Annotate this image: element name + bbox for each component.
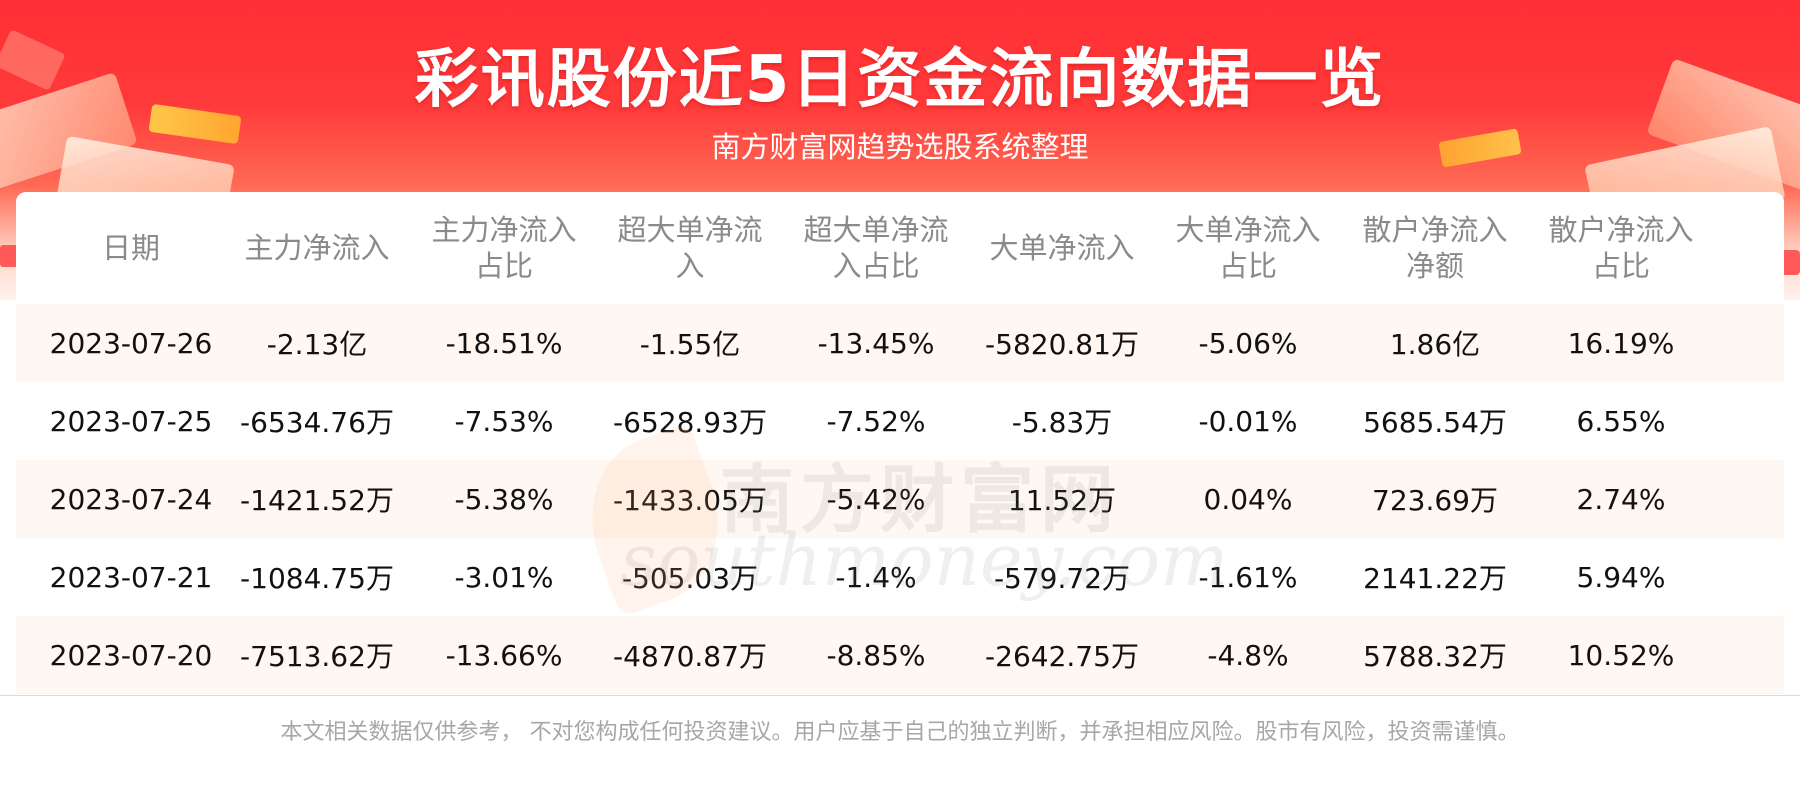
disclaimer-text: 本文相关数据仅供参考， 不对您构成任何投资建议。用户应基于自己的独立判断，并承担… [280,720,1520,745]
cell-retail-net-inflow: 1.86亿 [1389,328,1481,361]
table-header: 日期 主力净流入 主力净流入 占比 超大单净流 入超大单净流 入占比 大单净流入 大单净流… [16,192,1784,304]
cell-large-net-inflow-ratio: -1.61% [1198,560,1298,594]
cell-super-large-net-inflow-ratio: -1.4% [835,560,917,594]
table-row: 2023-07-20 -7513.62万 -13.66% -4870.87万 -8.85… [16,616,1784,694]
table-row: 2023-07-24 -1421.52万 -5.38% -1433.05万 -5.42%… [16,460,1784,538]
cell-super-large-net-inflow: -6528.93万 [613,406,767,439]
cell-date: 2023-07-24 [49,482,213,516]
cell-date: 2023-07-26 [49,326,213,360]
footer-divider [0,695,1800,696]
cell-super-large-net-inflow-ratio: -7.52% [826,404,926,438]
data-table-card: 日期 主力净流入 主力净流入 占比 超大单净流 入超大单净流 入占比 大单净流入 大单净流… [16,192,1784,694]
column-header-main-net-inflow-ratio: 主力净流入 占比 [431,213,577,283]
cell-main-net-inflow: -7513.62万 [240,640,394,673]
cell-main-net-inflow: -1084.75万 [240,562,394,595]
table-row: 2023-07-25 -6534.76万 -7.53% -6528.93万 -7.52%… [16,382,1784,460]
column-header-main-net-inflow: 主力净流入 [244,231,390,265]
cell-super-large-net-inflow-ratio: -8.85% [826,638,926,672]
cell-main-net-inflow-ratio: -5.38% [454,482,554,516]
cell-main-net-inflow: -6534.76万 [240,406,394,439]
cell-retail-net-inflow: 5685.54万 [1363,406,1507,439]
cell-large-net-inflow-ratio: -0.01% [1198,404,1298,438]
table-row: 2023-07-26 -2.13亿 -18.51% -1.55亿 -13.45% -582… [16,304,1784,382]
column-header-date: 日期 [101,231,160,265]
column-header-retail-net-inflow-ratio: 散户净流入 占比 [1548,213,1694,283]
cell-large-net-inflow-ratio: -4.8% [1207,638,1289,672]
cell-date: 2023-07-20 [49,638,213,672]
cell-main-net-inflow-ratio: -3.01% [454,560,554,594]
cell-retail-net-inflow: 723.69万 [1372,484,1498,517]
cell-date: 2023-07-25 [49,404,213,438]
cell-main-net-inflow-ratio: -13.66% [445,638,563,672]
cell-retail-net-inflow-ratio: 6.55% [1576,404,1666,438]
cell-large-net-inflow-ratio: 0.04% [1203,482,1293,516]
cell-super-large-net-inflow: -505.03万 [621,562,759,595]
cell-retail-net-inflow-ratio: 10.52% [1567,638,1675,672]
cell-super-large-net-inflow: -4870.87万 [613,640,767,673]
cell-large-net-inflow: -5820.81万 [985,328,1139,361]
cell-retail-net-inflow: 5788.32万 [1363,640,1507,673]
cell-large-net-inflow: -2642.75万 [985,640,1139,673]
cell-retail-net-inflow: 2141.22万 [1363,562,1507,595]
page-subtitle: 南方财富网趋势选股系统整理 [711,130,1089,164]
cell-main-net-inflow-ratio: -7.53% [454,404,554,438]
cell-super-large-net-inflow-ratio: -13.45% [817,326,935,360]
column-header-retail-net-inflow: 散户净流入 净额 [1362,213,1508,283]
column-header-super-large-net-inflow-ratio: 超大单净流 入占比 [803,213,949,283]
cell-super-large-net-inflow-ratio: -5.42% [826,482,926,516]
cell-date: 2023-07-21 [49,560,213,594]
cell-retail-net-inflow-ratio: 16.19% [1567,326,1675,360]
page-title: 彩讯股份近5日资金流向数据一览 [414,43,1386,117]
cell-large-net-inflow: -5.83万 [1011,406,1113,439]
cell-main-net-inflow-ratio: -18.51% [445,326,563,360]
column-header-super-large-net-inflow: 超大单净流 入 [617,213,763,283]
cell-retail-net-inflow-ratio: 5.94% [1576,560,1666,594]
cell-main-net-inflow: -1421.52万 [240,484,394,517]
cell-super-large-net-inflow: -1433.05万 [613,484,767,517]
cell-super-large-net-inflow: -1.55亿 [639,328,741,361]
cell-large-net-inflow-ratio: -5.06% [1198,326,1298,360]
cell-retail-net-inflow-ratio: 2.74% [1576,482,1666,516]
column-header-large-net-inflow-ratio: 大单净流入 占比 [1175,213,1321,283]
cell-large-net-inflow: -579.72万 [993,562,1131,595]
column-header-large-net-inflow: 大单净流入 [989,231,1135,265]
cell-large-net-inflow: 11.52万 [1007,484,1117,517]
cell-main-net-inflow: -2.13亿 [266,328,368,361]
table-row: 2023-07-21 -1084.75万 -3.01% -505.03万 -1.4% -5… [16,538,1784,616]
